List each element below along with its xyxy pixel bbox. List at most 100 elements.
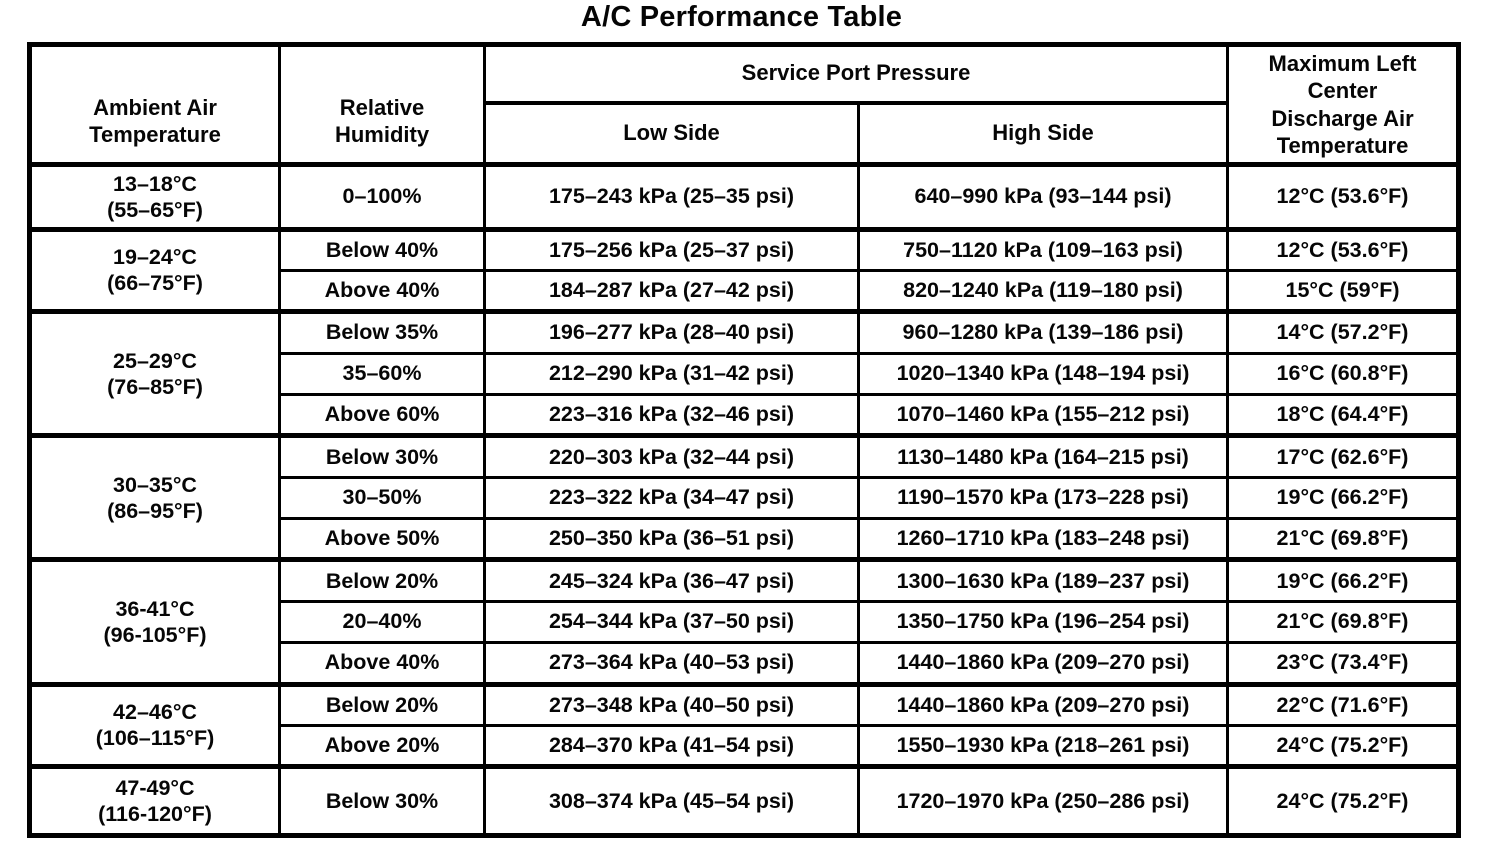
table-row: Above 50% 250–350 kPa (36–51 psi) 1260–1… [30,517,1461,562]
table-row: 19–24°C (66–75°F) Below 40% 175–256 kPa … [28,226,1461,314]
discharge-temp-cell: 24°C (75.2°F) [1226,764,1461,837]
col-header-max-discharge-line3: Discharge Air [1271,105,1414,131]
low-side-cell: 196–277 kPa (28–40 psi) [483,309,860,355]
humidity-cell: Below 40% [278,226,486,272]
table-row: Above 20% 284–370 kPa (41–54 psi) 1550–1… [30,723,1461,769]
high-side-cell: 1300–1630 kPa (189–237 psi) [856,557,1230,603]
ambient-temp-f: (66–75°F) [107,271,203,296]
low-side-cell: 245–324 kPa (36–47 psi) [483,557,860,603]
humidity-cell: Below 35% [278,309,486,355]
high-side-cell: 960–1280 kPa (139–186 psi) [856,309,1230,355]
low-side-cell: 284–370 kPa (41–54 psi) [483,723,860,769]
humidity-cell: Below 30% [278,764,486,837]
header-row-sub: Low Side High Side [30,101,1459,167]
ambient-temp-f: (76–85°F) [107,374,203,399]
col-header-max-discharge-line1: Maximum Left [1268,50,1417,76]
ambient-temp-cell: 25–29°C (76–85°F) [28,309,281,438]
low-side-cell: 254–344 kPa (37–50 psi) [483,599,860,645]
ambient-temp-f: (86–95°F) [107,498,203,523]
ambient-temp-c: 42–46°C [113,700,197,725]
low-side-cell: 273–348 kPa (40–50 psi) [483,681,860,727]
low-side-cell: 223–316 kPa (32–46 psi) [483,392,860,438]
humidity-cell: 30–50% [278,475,486,521]
humidity-cell: Above 40% [278,641,486,686]
humidity-cell: 0–100% [278,162,486,231]
ac-performance-table: Ambient Air Temperature Relative Humidit… [27,42,1462,838]
ambient-temp-cell: 30–35°C (86–95°F) [28,433,281,562]
ambient-temp-c: 47-49°C [115,775,195,800]
table-row: Above 60% 223–316 kPa (32–46 psi) 1070–1… [30,392,1461,438]
table-row: 42–46°C (106–115°F) Below 20% 273–348 kP… [28,681,1461,769]
col-header-max-discharge-temperature: Maximum Left Center Discharge Air Temper… [1226,43,1461,167]
table-row: 20–40% 254–344 kPa (37–50 psi) 1350–1750… [30,599,1461,645]
discharge-temp-cell: 21°C (69.8°F) [1226,599,1461,645]
discharge-temp-cell: 12°C (53.6°F) [1226,162,1461,231]
col-header-low-side: Low Side [483,101,860,167]
discharge-temp-cell: 15°C (59°F) [1226,268,1461,314]
humidity-cell: Below 30% [278,433,486,479]
low-side-cell: 223–322 kPa (34–47 psi) [483,475,860,521]
humidity-cell: 35–60% [278,351,486,397]
ambient-temp-cell: 42–46°C (106–115°F) [28,681,281,769]
humidity-cell: Below 20% [278,557,486,603]
low-side-cell: 175–243 kPa (25–35 psi) [483,162,860,231]
discharge-temp-cell: 16°C (60.8°F) [1226,351,1461,397]
high-side-cell: 1020–1340 kPa (148–194 psi) [856,351,1230,397]
high-side-cell: 1130–1480 kPa (164–215 psi) [856,433,1230,479]
low-side-cell: 184–287 kPa (27–42 psi) [483,268,860,314]
ambient-temp-c: 19–24°C [113,245,197,270]
high-side-cell: 1720–1970 kPa (250–286 psi) [856,764,1230,837]
ambient-temp-c: 36-41°C [115,596,195,621]
col-header-max-discharge-line4: Temperature [1276,132,1409,158]
humidity-cell: Above 40% [278,268,486,314]
ambient-temp-f: (96-105°F) [103,622,207,647]
high-side-cell: 1440–1860 kPa (209–270 psi) [856,641,1230,686]
discharge-temp-cell: 21°C (69.8°F) [1226,517,1461,562]
discharge-temp-cell: 19°C (66.2°F) [1226,475,1461,521]
high-side-cell: 1190–1570 kPa (173–228 psi) [856,475,1230,521]
high-side-cell: 1260–1710 kPa (183–248 psi) [856,517,1230,562]
high-side-cell: 820–1240 kPa (119–180 psi) [856,268,1230,314]
humidity-cell: Above 20% [278,723,486,769]
low-side-cell: 212–290 kPa (31–42 psi) [483,351,860,397]
low-side-cell: 175–256 kPa (25–37 psi) [483,226,860,272]
ambient-temp-cell: 36-41°C (96-105°F) [28,557,281,686]
col-header-max-discharge-line2: Center [1307,78,1378,104]
high-side-cell: 1070–1460 kPa (155–212 psi) [856,392,1230,438]
ambient-temp-c: 13–18°C [113,171,197,196]
discharge-temp-cell: 18°C (64.4°F) [1226,392,1461,438]
ambient-temp-f: (106–115°F) [95,726,215,751]
table-header: Ambient Air Temperature Relative Humidit… [28,43,1461,167]
high-side-cell: 1550–1930 kPa (218–261 psi) [856,723,1230,769]
table-row: 30–50% 223–322 kPa (34–47 psi) 1190–1570… [30,475,1461,521]
col-header-ambient-temperature: Ambient Air Temperature [28,43,281,167]
high-side-cell: 640–990 kPa (93–144 psi) [856,162,1230,231]
humidity-cell: Above 50% [278,517,486,562]
table-row: Above 40% 184–287 kPa (27–42 psi) 820–12… [30,268,1461,314]
table-row: 25–29°C (76–85°F) Below 35% 196–277 kPa … [28,309,1461,438]
table-row: 47-49°C (116-120°F) Below 30% 308–374 kP… [28,764,1461,837]
ambient-temp-c: 30–35°C [113,472,197,497]
discharge-temp-cell: 23°C (73.4°F) [1226,641,1461,686]
high-side-cell: 750–1120 kPa (109–163 psi) [856,226,1230,272]
col-header-service-port-pressure: Service Port Pressure [482,43,1230,105]
low-side-cell: 250–350 kPa (36–51 psi) [483,517,860,562]
header-row-top: Ambient Air Temperature Relative Humidit… [28,43,1461,167]
discharge-temp-cell: 19°C (66.2°F) [1226,557,1461,603]
low-side-cell: 308–374 kPa (45–54 psi) [483,764,860,837]
low-side-cell: 273–364 kPa (40–53 psi) [483,641,860,686]
discharge-temp-cell: 24°C (75.2°F) [1226,723,1461,769]
col-header-ambient-line2: Temperature [89,122,221,148]
col-header-ambient-line1: Ambient Air [93,95,217,121]
ambient-temp-cell: 19–24°C (66–75°F) [28,226,281,314]
ambient-temp-f: (55–65°F) [107,197,203,222]
table-row: 13–18°C (55–65°F) 0–100% 175–243 kPa (25… [28,162,1461,231]
col-header-relative-humidity: Relative Humidity [278,43,486,167]
high-side-cell: 1350–1750 kPa (196–254 psi) [856,599,1230,645]
humidity-cell: 20–40% [278,599,486,645]
ambient-temp-cell: 47-49°C (116-120°F) [28,764,281,837]
col-header-humidity-line1: Relative [339,95,425,121]
table-body: 13–18°C (55–65°F) 0–100% 175–243 kPa (25… [28,162,1461,837]
high-side-cell: 1440–1860 kPa (209–270 psi) [856,681,1230,727]
